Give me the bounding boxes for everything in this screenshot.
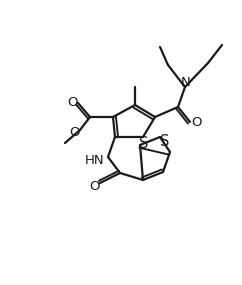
Text: S: S [139, 135, 149, 150]
Text: O: O [68, 95, 78, 109]
Text: HN: HN [84, 154, 104, 166]
Text: O: O [191, 115, 201, 129]
Text: S: S [160, 133, 170, 148]
Text: O: O [70, 125, 80, 139]
Text: O: O [90, 180, 100, 192]
Text: N: N [181, 76, 191, 89]
